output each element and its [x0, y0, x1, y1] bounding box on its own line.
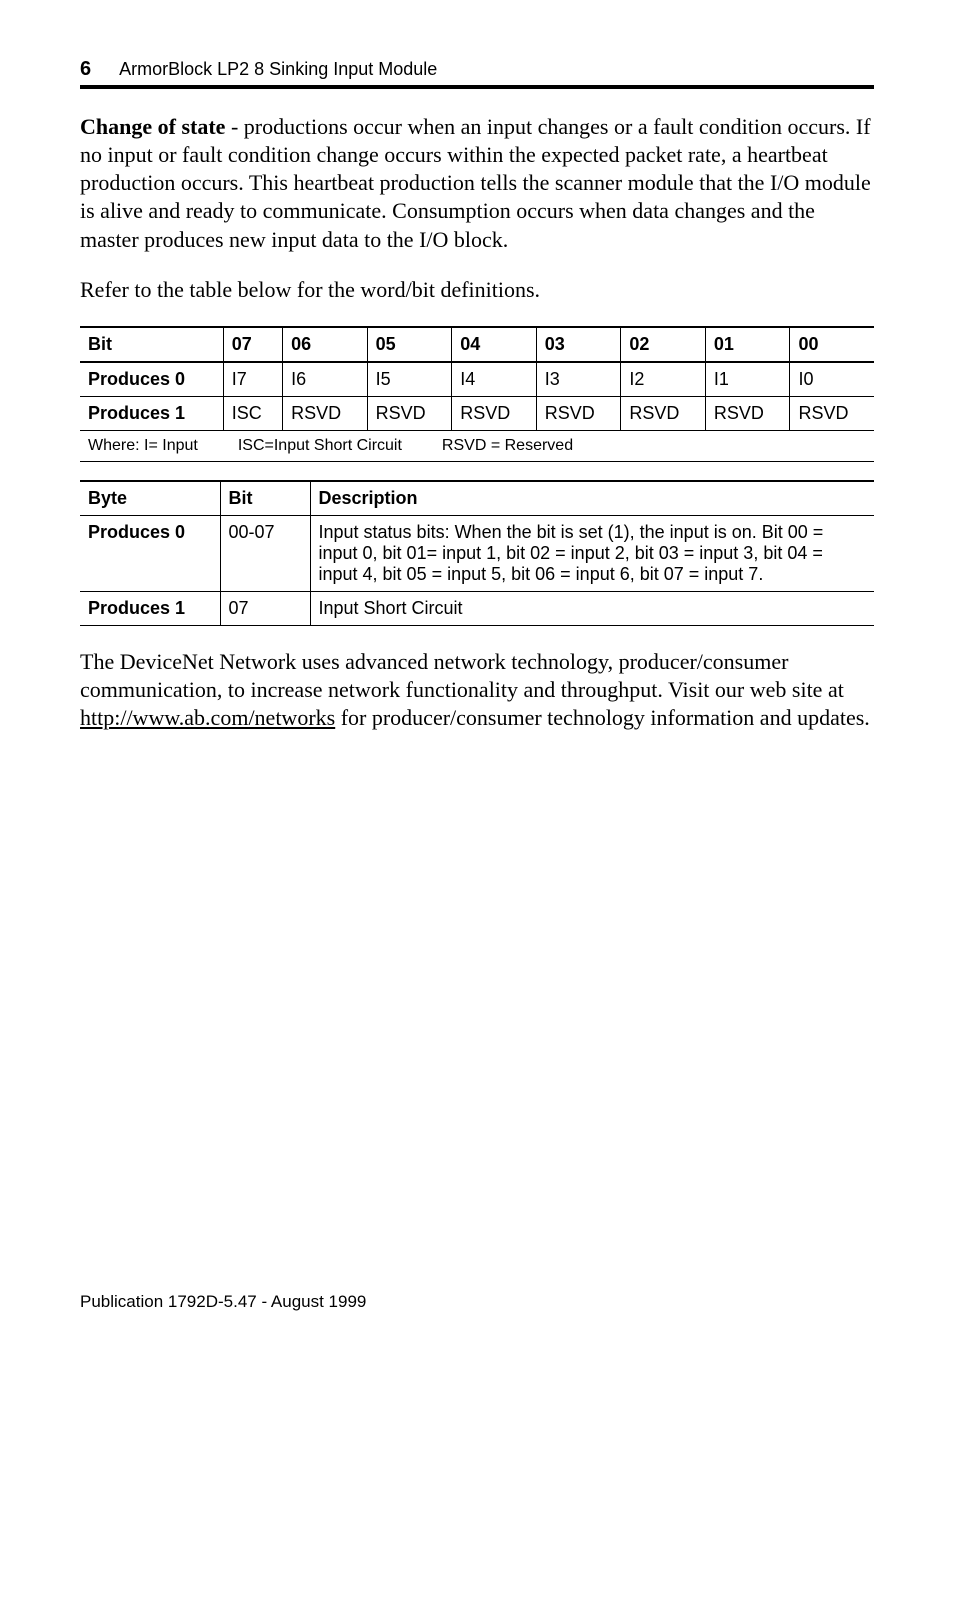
cell: ISC — [223, 396, 282, 430]
cell: I0 — [790, 362, 874, 397]
col-byte: Byte — [80, 481, 220, 516]
para1-lead: Change of state — [80, 114, 225, 139]
cell: RSVD — [705, 396, 790, 430]
cell: Input status bits: When the bit is set (… — [310, 515, 874, 591]
cell: Produces 0 — [80, 515, 220, 591]
table-row: Produces 0 I7 I6 I5 I4 I3 I2 I1 I0 — [80, 362, 874, 397]
cell: Produces 0 — [80, 362, 223, 397]
legend-where: Where: I= Input — [88, 437, 198, 455]
cell: I1 — [705, 362, 790, 397]
col-bit: Bit — [80, 327, 223, 362]
table-legend-row: Where: I= Input ISC=Input Short Circuit … — [80, 430, 874, 461]
cell: RSVD — [536, 396, 621, 430]
cell: RSVD — [367, 396, 452, 430]
cell: Produces 1 — [80, 591, 220, 625]
header-title: ArmorBlock LP2 8 Sinking Input Module — [119, 59, 437, 80]
bit-definition-table: Bit 07 06 05 04 03 02 01 00 Produces 0 I… — [80, 326, 874, 462]
cell: RSVD — [790, 396, 874, 430]
table-row: Produces 1 07 Input Short Circuit — [80, 591, 874, 625]
table-row: Produces 0 00-07 Input status bits: When… — [80, 515, 874, 591]
cell: I6 — [283, 362, 368, 397]
cell: 00-07 — [220, 515, 310, 591]
para3-link[interactable]: http://www.ab.com/networks — [80, 705, 335, 730]
table-row: Produces 1 ISC RSVD RSVD RSVD RSVD RSVD … — [80, 396, 874, 430]
page-header: 6 ArmorBlock LP2 8 Sinking Input Module — [80, 58, 874, 81]
col-bit: Bit — [220, 481, 310, 516]
paragraph-refer-table: Refer to the table below for the word/bi… — [80, 276, 874, 304]
cell: RSVD — [452, 396, 537, 430]
legend-isc: ISC=Input Short Circuit — [238, 437, 402, 455]
col-06: 06 — [283, 327, 368, 362]
cell: I3 — [536, 362, 621, 397]
col-00: 00 — [790, 327, 874, 362]
col-01: 01 — [705, 327, 790, 362]
cell: Produces 1 — [80, 396, 223, 430]
col-04: 04 — [452, 327, 537, 362]
paragraph-devicenet: The DeviceNet Network uses advanced netw… — [80, 648, 874, 732]
cell: RSVD — [621, 396, 706, 430]
col-03: 03 — [536, 327, 621, 362]
publication-footer: Publication 1792D-5.47 - August 1999 — [80, 1292, 874, 1312]
col-description: Description — [310, 481, 874, 516]
cell: Input Short Circuit — [310, 591, 874, 625]
legend-rsvd: RSVD = Reserved — [442, 437, 573, 455]
para3-after: for producer/consumer technology informa… — [335, 705, 870, 730]
cell: I7 — [223, 362, 282, 397]
cell: I2 — [621, 362, 706, 397]
cell: 07 — [220, 591, 310, 625]
cell: I4 — [452, 362, 537, 397]
cell: RSVD — [283, 396, 368, 430]
page-number: 6 — [80, 58, 91, 81]
col-07: 07 — [223, 327, 282, 362]
header-rule — [80, 85, 874, 89]
col-02: 02 — [621, 327, 706, 362]
byte-description-table: Byte Bit Description Produces 0 00-07 In… — [80, 480, 874, 626]
paragraph-change-of-state: Change of state - productions occur when… — [80, 113, 874, 254]
cell: I5 — [367, 362, 452, 397]
col-05: 05 — [367, 327, 452, 362]
para3-before: The DeviceNet Network uses advanced netw… — [80, 649, 844, 702]
table-header-row: Byte Bit Description — [80, 481, 874, 516]
table-header-row: Bit 07 06 05 04 03 02 01 00 — [80, 327, 874, 362]
